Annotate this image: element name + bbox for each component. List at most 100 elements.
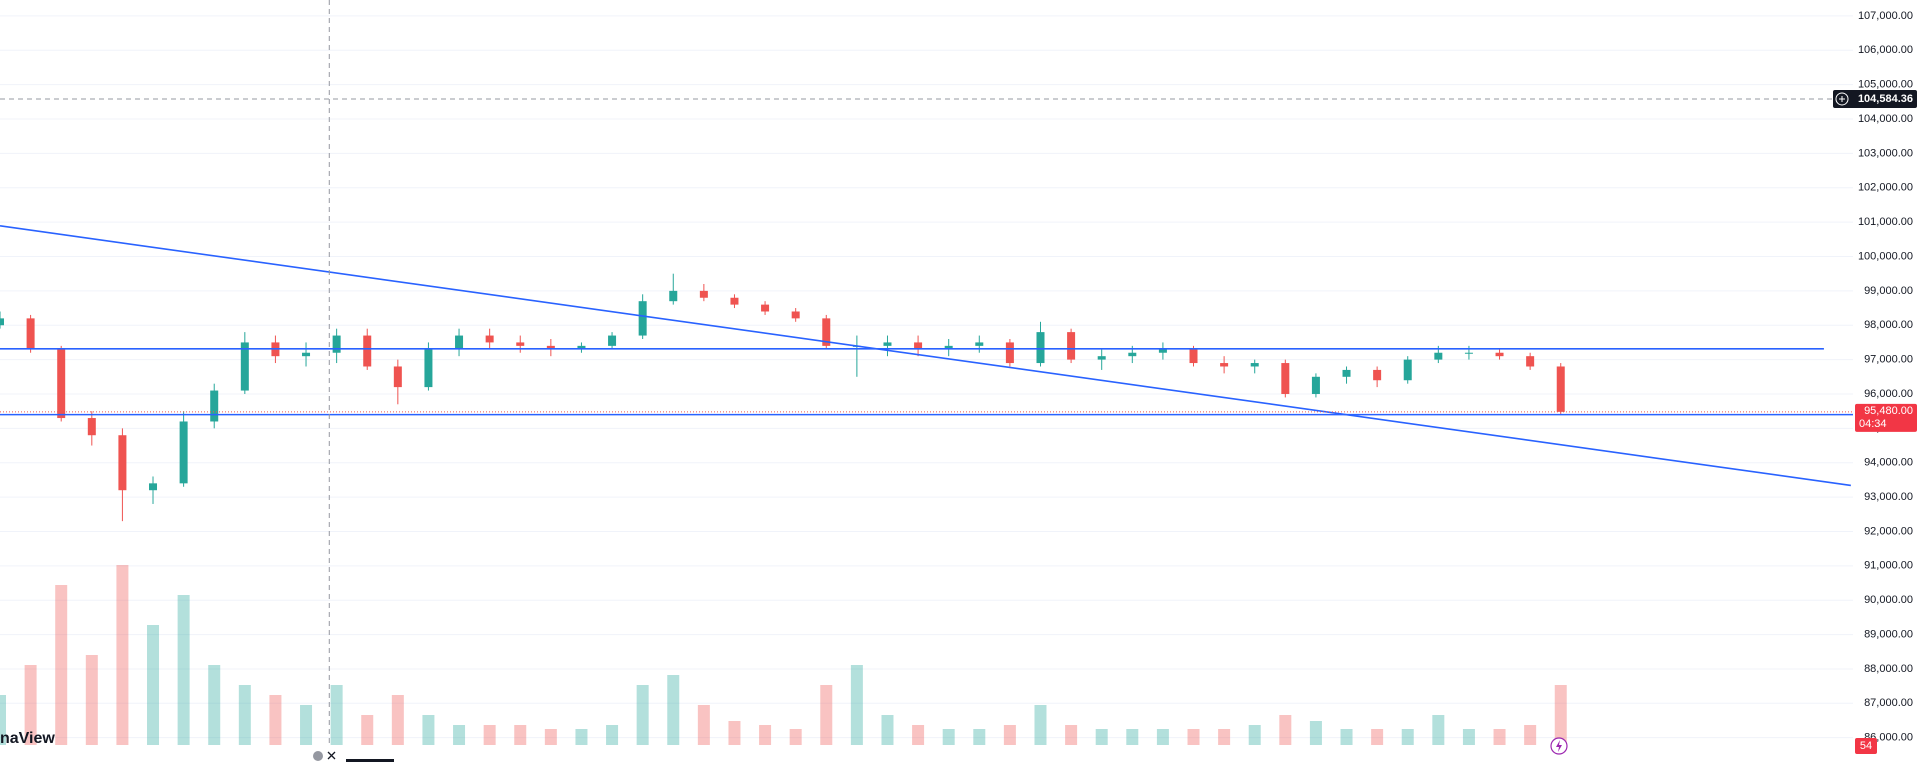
crosshair-label-box <box>1833 89 1917 108</box>
y-tick-label: 93,000.00 <box>1864 491 1913 503</box>
y-tick-label: 106,000.00 <box>1858 44 1913 56</box>
candle-body <box>210 390 219 422</box>
volume-bar <box>483 725 496 745</box>
candle-body <box>1373 369 1382 381</box>
candle-body <box>638 301 647 336</box>
volume-bar <box>116 565 129 745</box>
volume-bar <box>1524 725 1537 745</box>
candle-body <box>1220 363 1229 367</box>
candle-body <box>393 366 402 388</box>
y-tick-label: 102,000.00 <box>1858 182 1913 194</box>
candle-body <box>332 335 341 353</box>
candle-body <box>363 335 372 367</box>
volume-bar <box>1248 725 1261 745</box>
volume-bar <box>422 715 435 745</box>
volume-bar <box>177 595 190 745</box>
volume-bar <box>850 665 863 745</box>
volume-layer <box>0 565 1567 745</box>
volume-bar <box>1493 729 1506 745</box>
price-axis: 107,000.00 106,000.00 105,000.00 104,000.00… <box>1833 10 1917 754</box>
volume-bar <box>514 725 527 745</box>
volume-bar <box>1371 729 1384 745</box>
candle-body <box>1495 352 1504 357</box>
volume-bar <box>1340 729 1353 745</box>
volume-bar <box>636 685 649 745</box>
candle-body <box>1036 332 1045 364</box>
candle-body <box>1434 352 1443 360</box>
candle-body <box>1526 356 1535 367</box>
candle-body <box>577 345 586 350</box>
candle-body <box>1005 342 1014 364</box>
volume-bar <box>391 695 404 745</box>
volume-bar <box>24 665 37 745</box>
candle-body <box>1403 359 1412 381</box>
volume-bar <box>208 665 221 745</box>
candle-body <box>944 345 953 350</box>
candle-body <box>1097 356 1106 360</box>
candle-body <box>26 318 35 350</box>
candle-body <box>1067 332 1076 360</box>
y-tick-label: 97,000.00 <box>1864 354 1913 366</box>
volume-bar <box>667 675 680 745</box>
candle-body <box>149 483 158 491</box>
candle-body <box>0 318 4 326</box>
volume-bar <box>1003 725 1016 745</box>
candle-body <box>1158 349 1167 353</box>
candle-body <box>822 318 831 346</box>
last-price-box <box>1855 403 1917 432</box>
y-tick-label: 103,000.00 <box>1858 147 1913 159</box>
volume-bar <box>55 585 68 745</box>
volume-bar <box>1156 729 1169 745</box>
y-tick-label: 89,000.00 <box>1864 628 1913 640</box>
candle-body <box>424 349 433 388</box>
candle-body <box>1281 363 1290 394</box>
replay-button[interactable] <box>1550 737 1568 755</box>
y-tick-label: 101,000.00 <box>1858 216 1913 228</box>
volume-bar <box>544 729 557 745</box>
add-alert-icon[interactable] <box>1835 92 1849 106</box>
candle-body <box>302 352 311 357</box>
candle-body <box>883 342 892 346</box>
add-alert-plus <box>1839 95 1845 102</box>
volume-bar <box>606 725 619 745</box>
countdown: 04:34 <box>1859 418 1887 430</box>
volume-bar <box>1279 715 1292 745</box>
badge: 54 <box>1860 740 1872 752</box>
volume-bar <box>697 705 710 745</box>
candle-body <box>914 342 923 350</box>
candle-body <box>57 349 66 419</box>
crosshair-price: 104,584.36 <box>1858 93 1913 105</box>
candle-body <box>87 418 96 436</box>
candle-body <box>1342 369 1351 377</box>
candle-body <box>1250 363 1259 367</box>
volume-bar <box>942 729 955 745</box>
y-tick-label: 90,000.00 <box>1864 594 1913 606</box>
volume-bar <box>147 625 160 745</box>
volume-bar <box>1065 725 1078 745</box>
y-tick-label: 92,000.00 <box>1864 525 1913 537</box>
candle-body <box>1189 349 1198 364</box>
volume-bar <box>1554 685 1567 745</box>
volume-bar <box>361 715 374 745</box>
volume-bar <box>1462 729 1475 745</box>
trend-line <box>0 225 1851 487</box>
volume-bar <box>85 655 98 745</box>
volume-bar <box>881 715 894 745</box>
bottom-toolbar <box>313 751 394 762</box>
icon[interactable] <box>313 751 323 761</box>
volume-bar <box>912 725 925 745</box>
drawings <box>0 0 1853 745</box>
volume-bar <box>1126 729 1139 745</box>
candle-body <box>485 335 494 343</box>
candle-body <box>455 335 464 350</box>
candle-body <box>1556 366 1565 412</box>
volume-bar <box>1034 705 1047 745</box>
candle-body <box>669 290 678 302</box>
close-icon[interactable] <box>327 751 336 760</box>
volume-bar <box>238 685 251 745</box>
volume-bar <box>330 685 343 745</box>
candle-body <box>1311 376 1320 394</box>
candle-body <box>118 435 127 491</box>
